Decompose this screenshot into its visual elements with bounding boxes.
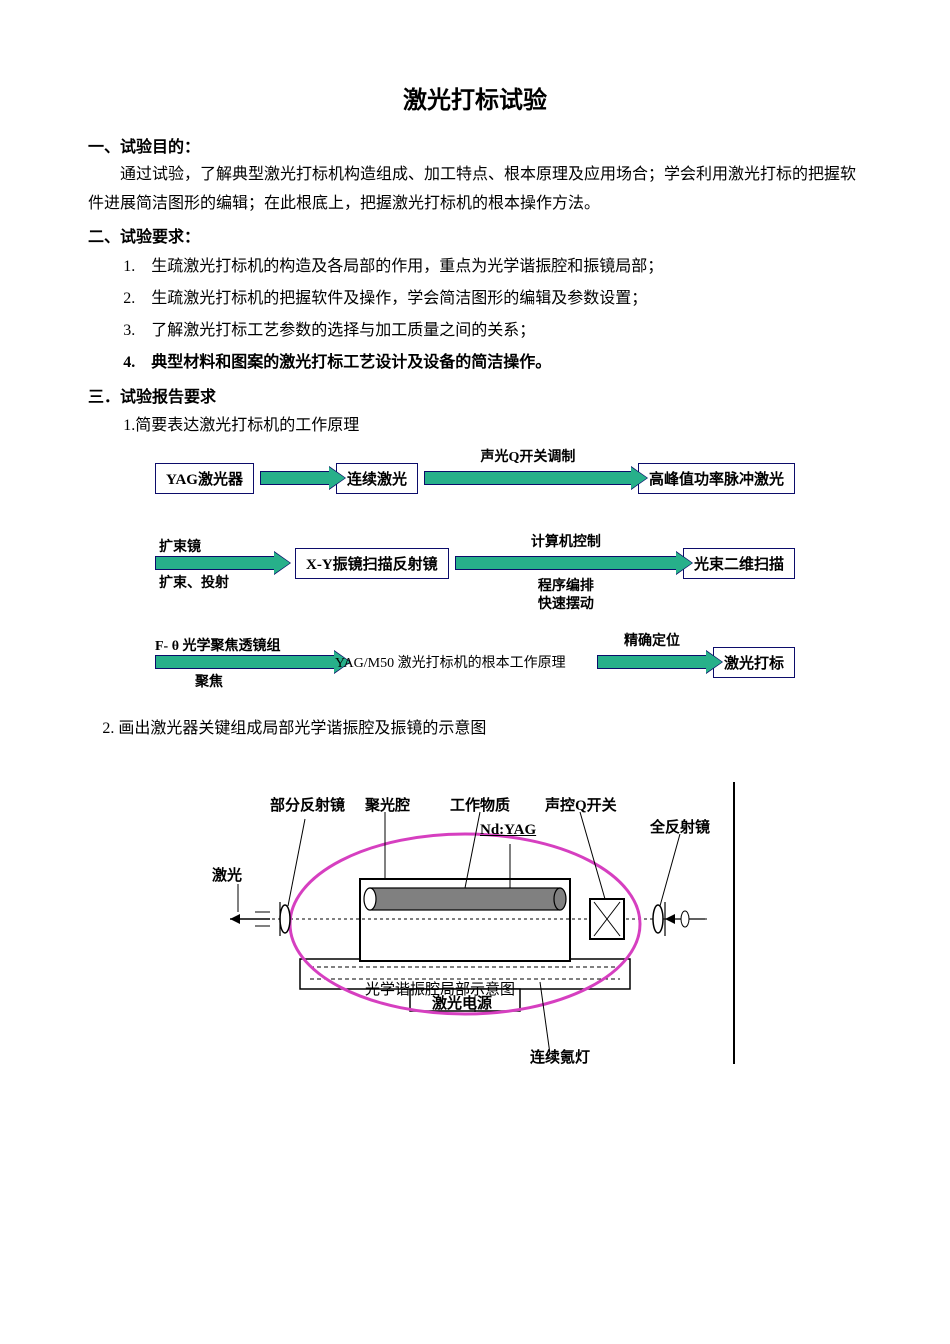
cavity-label-lamp: 连续氪灯 xyxy=(530,1046,590,1067)
flow-start: 扩束镜 扩束、投射 xyxy=(155,556,295,570)
cavity-label-laser-out: 激光 xyxy=(212,864,242,885)
cavity-label-work-medium: 工作物质 xyxy=(450,794,510,815)
section2-list: 1. 生疏激光打标机的构造及各局部的作用，重点为光学谐振腔和振镜局部； 2. 生… xyxy=(123,251,862,379)
flow-box: 光束二维扫描 xyxy=(683,548,795,579)
flow-arrow: 精确定位 xyxy=(597,650,707,674)
flow-label: 声光Q开关调制 xyxy=(481,446,576,466)
list-item: 3. 了解激光打标工艺参数的选择与加工质量之间的关系； xyxy=(123,315,862,347)
document-page: 激光打标试验 一、试验目的： 通过试验，了解典型激光打标机构造组成、加工特点、根… xyxy=(0,0,950,1344)
flowchart-row: YAG激光器 连续激光 声光Q开关调制 高峰值功率脉冲激光 xyxy=(155,463,795,494)
section3-head: 三．试验报告要求 xyxy=(88,383,862,407)
flow-label: 精确定位 xyxy=(624,630,680,650)
list-item: 2. 生疏激光打标机的把握软件及操作，学会简洁图形的编辑及参数设置； xyxy=(123,283,862,315)
cavity-label-q-switch: 声控Q开关 xyxy=(545,794,617,815)
cavity-label-partial-mirror: 部分反射镜 xyxy=(270,794,345,815)
section1-head: 一、试验目的： xyxy=(88,133,862,157)
flow-mid: YAG/M50 激光打标机的根本工作原理 xyxy=(355,655,591,669)
caption-2: 2. 画出激光器关键组成局部光学谐振腔及振镜的示意图 xyxy=(102,714,862,738)
flow-box: YAG激光器 xyxy=(155,463,254,494)
section3-sub1: 1.简要表达激光打标机的工作原理 xyxy=(123,411,862,441)
flow-label: 计算机控制 xyxy=(531,531,601,551)
flow-arrow xyxy=(260,466,330,490)
list-item: 4. 典型材料和图案的激光打标工艺设计及设备的简洁操作。 xyxy=(123,347,862,379)
cavity-diagram: 部分反射镜 聚光腔 工作物质 声控Q开关 全反射镜 激光 Nd:YAG 光学谐振… xyxy=(210,764,740,1079)
cavity-label-focus-cavity: 聚光腔 xyxy=(365,794,410,815)
section1-para: 通过试验，了解典型激光打标机构造组成、加工特点、根本原理及应用场合；学会利用激光… xyxy=(88,161,862,219)
flowchart-row: 扩束镜 扩束、投射 X-Y振镜扫描反射镜 计算机控制 程序编排 快速摆动 光束二… xyxy=(155,548,795,579)
flow-label: 快速摆动 xyxy=(538,593,594,613)
flow-box: 连续激光 xyxy=(336,463,418,494)
flow-arrow: 声光Q开关调制 xyxy=(424,466,632,490)
flow-overlay-text: YAG/M50 激光打标机的根本工作原理 xyxy=(335,652,566,672)
section2-head: 二、试验要求： xyxy=(88,223,862,247)
flow-label: 扩束、投射 xyxy=(159,572,229,592)
flowchart: YAG激光器 连续激光 声光Q开关调制 高峰值功率脉冲激光 扩束镜 扩束、投射 … xyxy=(155,463,795,706)
cavity-label-full-mirror: 全反射镜 xyxy=(650,816,710,837)
flow-start: F- θ 光学聚焦透镜组 聚焦 xyxy=(155,655,355,669)
flow-label: 程序编排 xyxy=(538,575,594,595)
cavity-label-power: 激光电源 xyxy=(432,992,492,1013)
flow-box: 高峰值功率脉冲激光 xyxy=(638,463,795,494)
list-item: 1. 生疏激光打标机的构造及各局部的作用，重点为光学谐振腔和振镜局部； xyxy=(123,251,862,283)
flow-label: 扩束镜 xyxy=(159,536,201,556)
cavity-label-ndyag: Nd:YAG xyxy=(480,822,536,839)
flow-box: X-Y振镜扫描反射镜 xyxy=(295,548,449,579)
page-title: 激光打标试验 xyxy=(88,80,862,115)
flow-label: F- θ 光学聚焦透镜组 xyxy=(155,635,281,655)
flow-arrow: 计算机控制 程序编排 快速摆动 xyxy=(455,551,677,575)
flowchart-row: F- θ 光学聚焦透镜组 聚焦 YAG/M50 激光打标机的根本工作原理 精确定… xyxy=(155,647,795,678)
flow-box: 激光打标 xyxy=(713,647,795,678)
flow-label: 聚焦 xyxy=(195,671,223,691)
